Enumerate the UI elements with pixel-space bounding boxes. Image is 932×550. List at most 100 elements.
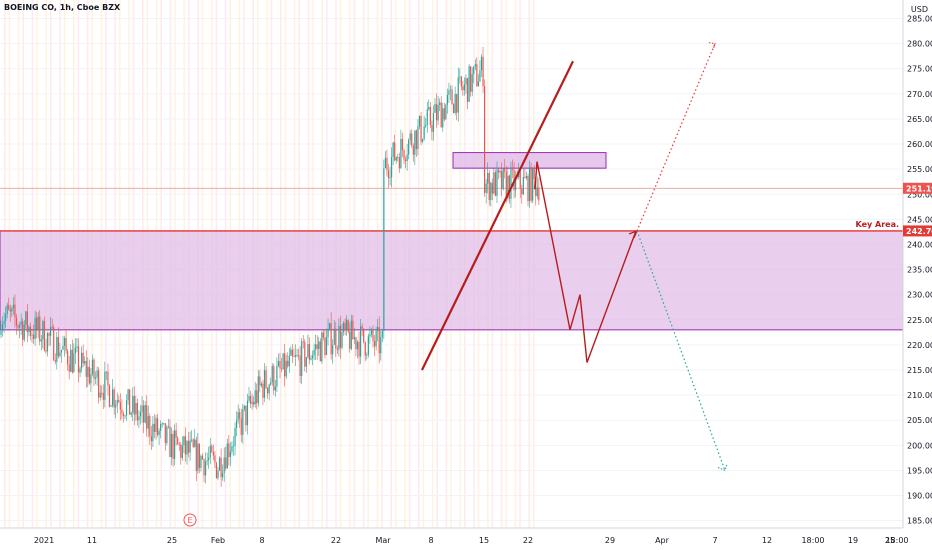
- price-tick-label: 220.00: [907, 341, 932, 350]
- candle-body: [519, 170, 521, 189]
- candle-body: [409, 133, 411, 140]
- candle-body: [406, 154, 408, 162]
- candle-body: [195, 439, 197, 471]
- price-tick-label: 190.00: [907, 492, 932, 501]
- candle-body: [380, 336, 382, 354]
- candle-body: [294, 355, 297, 357]
- candle-body: [530, 167, 532, 201]
- candle-body: [271, 366, 273, 383]
- candle-body: [284, 353, 286, 377]
- candle-body: [135, 402, 137, 415]
- candle-body: [132, 395, 134, 413]
- candle-body: [146, 405, 148, 429]
- key-level-badge: [903, 225, 932, 237]
- price-tick-label: 255.00: [907, 165, 932, 174]
- candle-body: [25, 311, 27, 325]
- candle-body: [276, 366, 278, 387]
- candle-body: [215, 462, 218, 479]
- key-level-badge-text: 242.70: [906, 227, 932, 236]
- candle-body: [28, 326, 30, 332]
- candle-body: [528, 167, 531, 202]
- candle-body: [87, 366, 89, 377]
- candle-body: [237, 412, 239, 421]
- candle-body: [239, 412, 241, 419]
- candle-body: [504, 168, 506, 172]
- candle-body: [361, 326, 363, 329]
- candle-body: [200, 455, 202, 468]
- candle-body: [511, 168, 514, 170]
- candle-body: [493, 172, 495, 194]
- candle-body: [73, 353, 75, 373]
- candle-body: [150, 436, 152, 442]
- time-tick-label: 11: [87, 536, 97, 545]
- time-tick-label: Mar: [375, 536, 391, 545]
- candle-body: [366, 354, 368, 356]
- candle-body: [257, 376, 259, 404]
- last-price-badge-text: 251.19: [906, 184, 932, 193]
- candle-body: [391, 156, 393, 178]
- candle-body: [279, 361, 281, 369]
- candle-body: [442, 108, 444, 128]
- candle-body: [329, 323, 331, 329]
- candle-body: [298, 354, 300, 356]
- candle-body: [347, 320, 349, 332]
- candle-body: [496, 169, 498, 196]
- candle-body: [404, 159, 407, 162]
- candle-body: [363, 328, 365, 342]
- candle-body: [231, 446, 233, 452]
- time-tick-label: 25: [885, 536, 895, 545]
- candle-body: [273, 366, 275, 391]
- candle-body: [394, 142, 396, 161]
- candle-body: [181, 445, 183, 458]
- candle-body: [91, 359, 94, 375]
- candle-body: [98, 370, 100, 398]
- candle-body: [325, 336, 328, 355]
- candle-body: [118, 399, 120, 403]
- candle-body: [65, 338, 67, 352]
- time-tick-label: 22: [331, 536, 341, 545]
- candle-body: [119, 402, 121, 410]
- candle-body: [56, 337, 58, 362]
- symbol-legend[interactable]: BOEING CO, 1h, Cboe BZX: [4, 3, 121, 12]
- candle-body: [316, 344, 318, 349]
- forecast-path: [534, 161, 637, 363]
- candle-body: [121, 409, 123, 414]
- candle-body: [437, 105, 439, 121]
- candle-body: [414, 130, 416, 155]
- time-tick-label: 25: [167, 536, 177, 545]
- candle-body: [249, 395, 252, 404]
- candle-body: [484, 86, 486, 193]
- candle-body: [508, 175, 510, 199]
- candle-body: [234, 428, 236, 446]
- candle-body: [42, 321, 44, 340]
- candle-body: [138, 416, 140, 421]
- candle-body: [384, 157, 386, 169]
- candle-body: [476, 64, 478, 87]
- candle-body: [373, 341, 376, 347]
- candle-body: [37, 316, 39, 331]
- candle-body: [510, 168, 512, 199]
- candle-body: [336, 348, 338, 350]
- price-tick-label: 235.00: [907, 266, 932, 275]
- candle-body: [223, 457, 225, 473]
- candle-body: [327, 328, 329, 337]
- time-tick-label: 2021: [34, 536, 54, 545]
- candle-body: [232, 445, 235, 447]
- candle-body: [448, 90, 450, 95]
- time-tick-label: 15: [479, 536, 489, 545]
- time-tick-label: 8: [259, 536, 264, 545]
- currency-label: USD: [911, 5, 928, 14]
- candle-body: [156, 418, 159, 435]
- candle-body: [143, 405, 145, 423]
- candle-body: [333, 328, 335, 345]
- price-axis: [903, 0, 932, 550]
- candle-body: [515, 176, 517, 191]
- candle-body: [208, 457, 210, 461]
- candle-body: [265, 370, 267, 388]
- candle-body: [167, 426, 169, 428]
- candle-body: [198, 443, 200, 468]
- candle-body: [417, 126, 419, 150]
- candle-body: [149, 416, 151, 437]
